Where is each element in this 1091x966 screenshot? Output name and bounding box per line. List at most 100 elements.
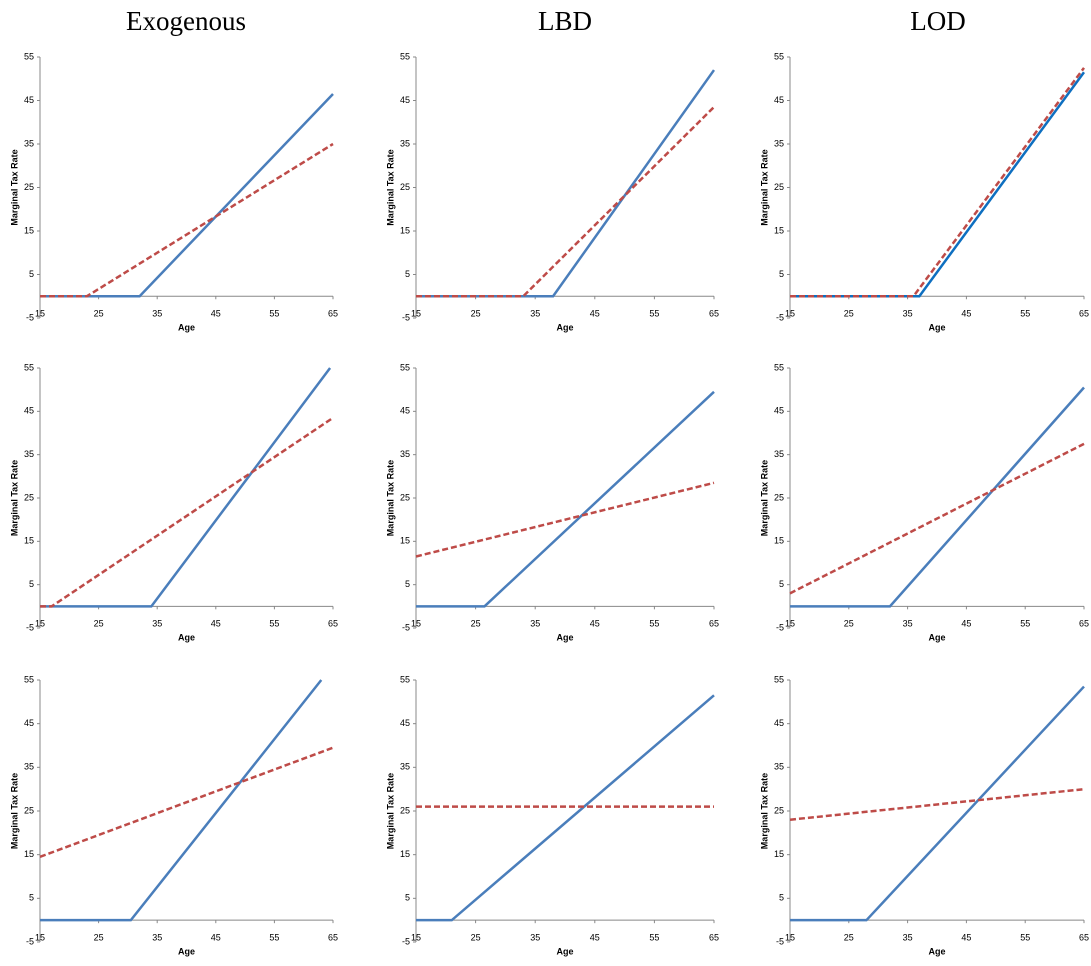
- x-tick-label: 65: [1079, 618, 1089, 628]
- y-tick-label: 25: [400, 492, 410, 502]
- x-tick-label: 65: [328, 308, 338, 318]
- x-tick-label: 45: [211, 618, 221, 628]
- series-line: [416, 390, 715, 608]
- series-line: [40, 142, 334, 298]
- x-tick-label: 45: [961, 618, 971, 628]
- x-tick-label: 55: [1020, 618, 1030, 628]
- x-tick-label: 25: [844, 618, 854, 628]
- y-tick-label: 55: [400, 674, 410, 684]
- y-tick-label: 5: [405, 893, 410, 903]
- x-tick-label: 35: [530, 618, 540, 628]
- y-tick-label: 35: [24, 762, 34, 772]
- y-axis-label: Marginal Tax Rate: [759, 460, 769, 536]
- y-tick-label: -5: [26, 312, 34, 322]
- y-tick-label: 55: [774, 51, 784, 61]
- x-tick-label: 15: [411, 308, 421, 318]
- y-tick-label: 15: [774, 225, 784, 235]
- series-line: [789, 787, 1085, 821]
- y-tick-label: 55: [400, 362, 410, 372]
- y-tick-label: 25: [774, 182, 784, 192]
- x-tick-label: 65: [328, 618, 338, 628]
- x-tick-label: 45: [211, 932, 221, 942]
- y-tick-label: -5: [402, 622, 410, 632]
- x-tick-label: 35: [903, 308, 913, 318]
- y-tick-label: 45: [400, 718, 410, 728]
- x-tick-label: 15: [411, 618, 421, 628]
- x-tick-label: 15: [35, 308, 45, 318]
- y-tick-label: 5: [29, 579, 34, 589]
- y-tick-label: 45: [24, 406, 34, 416]
- chart: -5 5 15 25 35 45 55 15 25 35 45 55 65 Age Marginal Tax…: [759, 674, 1089, 956]
- y-tick-label: 15: [24, 536, 34, 546]
- x-tick-label: 45: [590, 308, 600, 318]
- x-tick-label: 15: [35, 932, 45, 942]
- x-tick-label: 55: [269, 932, 279, 942]
- chart: -5 5 15 25 35 45 55 15 25 35 45 55 65 Age Marginal Tax…: [759, 362, 1089, 642]
- y-tick-label: 45: [774, 95, 784, 105]
- y-tick-label: 15: [400, 536, 410, 546]
- series-line: [416, 106, 715, 298]
- series-line: [416, 69, 716, 298]
- y-tick-label: 35: [24, 449, 34, 459]
- y-tick-label: 5: [779, 269, 784, 279]
- x-tick-label: 25: [471, 932, 481, 942]
- y-tick-label: 35: [24, 138, 34, 148]
- chart: -5 5 15 25 35 45 55 15 25 35 45 55 65 Age Marginal Tax…: [9, 674, 338, 956]
- x-tick-label: 65: [1079, 932, 1089, 942]
- x-tick-label: 45: [590, 932, 600, 942]
- x-tick-label: 35: [152, 932, 162, 942]
- y-tick-label: 55: [24, 674, 34, 684]
- y-tick-label: 15: [774, 849, 784, 859]
- column-title: Exogenous: [126, 6, 246, 36]
- y-tick-label: 25: [774, 805, 784, 815]
- x-tick-label: 25: [471, 618, 481, 628]
- y-tick-label: 45: [774, 406, 784, 416]
- y-tick-label: 35: [400, 449, 410, 459]
- y-tick-label: 25: [400, 805, 410, 815]
- x-tick-label: 15: [411, 932, 421, 942]
- x-tick-label: 35: [530, 308, 540, 318]
- y-tick-label: 45: [24, 718, 34, 728]
- y-axis-label: Marginal Tax Rate: [759, 149, 769, 225]
- y-tick-label: -5: [26, 622, 34, 632]
- x-tick-label: 65: [709, 932, 719, 942]
- x-tick-label: 25: [844, 308, 854, 318]
- series-line: [40, 93, 334, 298]
- x-axis-label: Age: [178, 946, 195, 956]
- column-title: LBD: [538, 6, 592, 36]
- y-tick-label: 35: [774, 138, 784, 148]
- y-tick-label: 55: [24, 51, 34, 61]
- y-tick-label: 45: [774, 718, 784, 728]
- y-tick-label: 5: [29, 269, 34, 279]
- series-line: [790, 67, 1086, 298]
- x-axis-label: Age: [928, 322, 945, 332]
- y-tick-label: -5: [26, 936, 34, 946]
- x-axis-label: Age: [556, 322, 573, 332]
- y-tick-label: 55: [400, 51, 410, 61]
- series-line: [790, 685, 1085, 922]
- y-tick-label: 15: [774, 536, 784, 546]
- y-tick-label: 5: [779, 893, 784, 903]
- y-tick-label: 15: [24, 225, 34, 235]
- y-tick-label: 5: [779, 579, 784, 589]
- series-line: [40, 679, 323, 922]
- series-line: [415, 481, 715, 558]
- y-tick-label: 15: [400, 225, 410, 235]
- x-tick-label: 45: [590, 618, 600, 628]
- y-tick-label: 15: [24, 849, 34, 859]
- y-tick-label: -5: [402, 312, 410, 322]
- x-tick-label: 35: [530, 932, 540, 942]
- x-tick-label: 35: [152, 308, 162, 318]
- x-tick-label: 45: [961, 308, 971, 318]
- x-tick-label: 55: [1020, 308, 1030, 318]
- y-tick-label: 55: [774, 362, 784, 372]
- x-tick-label: 65: [709, 618, 719, 628]
- y-axis-label: Marginal Tax Rate: [385, 460, 395, 536]
- x-tick-label: 15: [785, 618, 795, 628]
- y-tick-label: 25: [24, 492, 34, 502]
- y-tick-label: -5: [776, 312, 784, 322]
- x-axis-label: Age: [178, 322, 195, 332]
- x-tick-label: 55: [649, 618, 659, 628]
- chart: -5 5 15 25 35 45 55 15 25 35 45 55 65 Age Marginal Tax…: [9, 51, 338, 332]
